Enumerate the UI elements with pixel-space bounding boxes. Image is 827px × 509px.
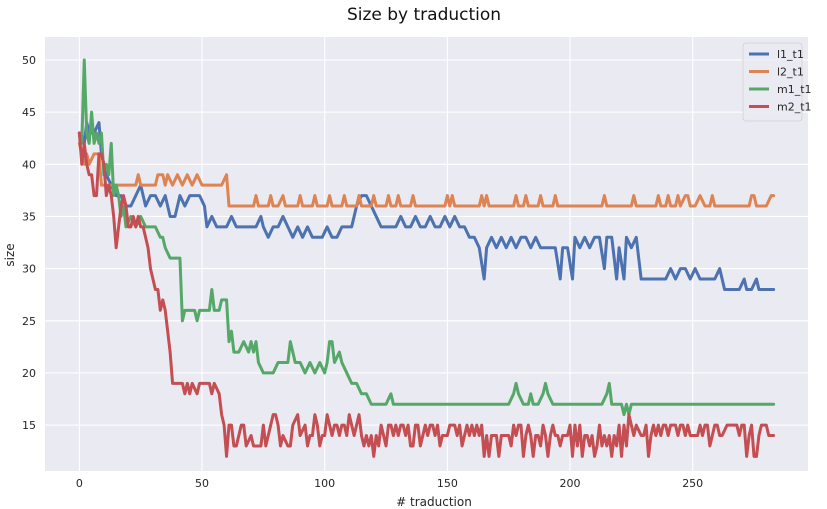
legend: l1_t1 l2_t1 m1_t1 m2_t1 [742,42,812,122]
chart-title: Size by traduction [347,5,501,25]
series-line-l1-t1 [77,121,776,291]
legend-label: l2_t1 [777,66,804,79]
x-tick-label: 50 [195,477,209,490]
series-line-m1-t1 [77,58,776,417]
y-tick-label: 50 [22,54,36,67]
legend-label: m1_t1 [777,83,812,96]
x-tick-label: 0 [76,477,83,490]
series-line-m2-t1 [77,131,776,458]
legend-label: l1_t1 [777,48,804,61]
y-axis-label: size [3,243,17,266]
y-axis-ticks: 15 20 25 30 35 40 45 50 [22,54,36,432]
x-tick-label: 150 [437,477,458,490]
y-tick-label: 40 [22,158,36,171]
legend-label: m2_t1 [777,101,812,114]
x-tick-label: 200 [560,477,581,490]
x-tick-label: 100 [314,477,335,490]
series-line-l2-t1 [77,141,776,208]
series-layer [77,58,776,458]
y-tick-label: 45 [22,106,36,119]
plot-area [45,37,808,471]
y-tick-label: 15 [22,419,36,432]
y-tick-label: 20 [22,367,36,380]
x-axis-ticks: 0 50 100 150 200 250 [76,477,703,490]
x-axis-label: # traduction [396,495,472,509]
y-tick-label: 25 [22,315,36,328]
y-tick-label: 30 [22,263,36,276]
y-tick-label: 35 [22,210,36,223]
legend-box [742,42,803,122]
x-tick-label: 250 [682,477,703,490]
